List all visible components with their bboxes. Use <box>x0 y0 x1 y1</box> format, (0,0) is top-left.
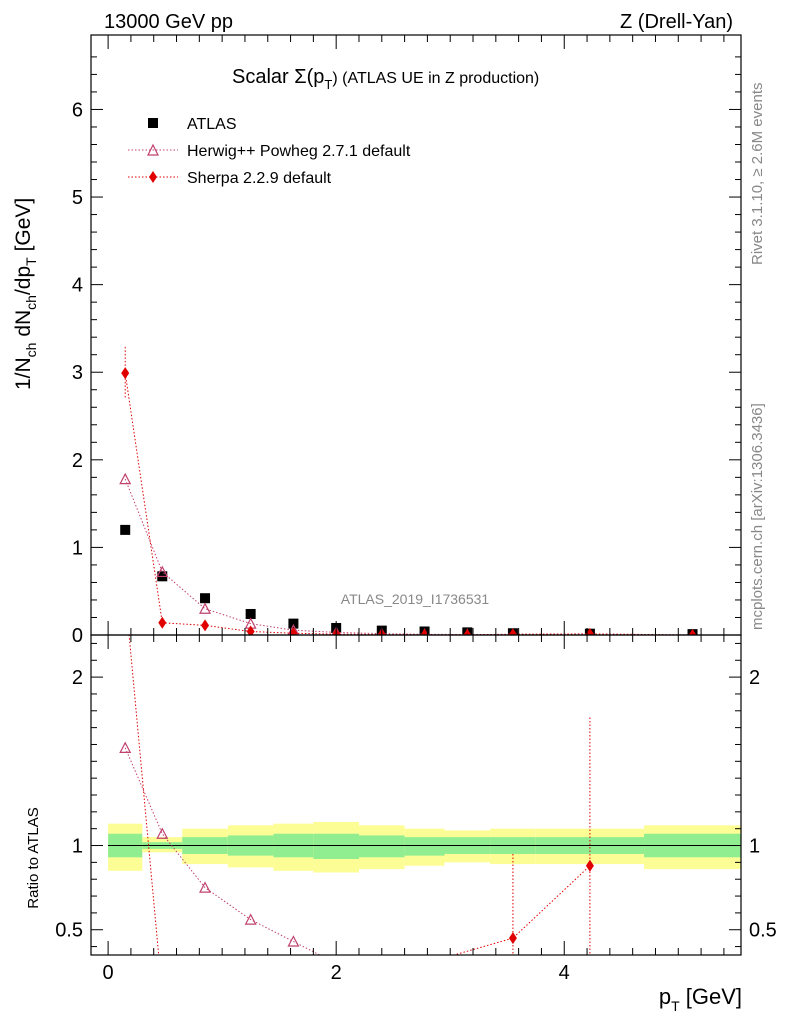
ratio-herwig-point <box>287 935 300 947</box>
x-tick-label: 4 <box>559 962 570 984</box>
rivet-label: Rivet 3.1.10, ≥ 2.6M events <box>749 83 766 266</box>
ratio-inner-band <box>313 833 359 859</box>
x-tick-label: 2 <box>331 962 342 984</box>
main-sherpa-line <box>124 373 693 635</box>
ratio-uncertainty-bands <box>108 821 741 873</box>
ratio-herwig-point <box>244 913 257 925</box>
main-title: Scalar Σ(pT) (ATLAS UE in Z production) <box>232 66 539 92</box>
legend-item-herwig: Herwig++ Powheg 2.7.1 default <box>128 143 411 160</box>
main-herwig-point <box>199 602 212 614</box>
main-atlas-point <box>200 593 211 604</box>
main-herwig-point <box>156 565 169 578</box>
main-sherpa-point <box>688 629 697 635</box>
ratio-sherpa-point <box>585 859 594 872</box>
ratio-y-axis-label: Ratio to ATLAS <box>25 807 42 908</box>
legend-herwig-label: Herwig++ Powheg 2.7.1 default <box>187 143 411 160</box>
ratio-panel-series <box>119 635 594 955</box>
main-sherpa-point <box>420 628 429 635</box>
main-y-axis-label: 1/Nch dNch/dpT [GeV] <box>12 198 39 390</box>
main-y-tick-label: 2 <box>72 450 83 472</box>
main-sherpa-point <box>585 627 594 635</box>
main-atlas-point <box>120 524 131 535</box>
legend-sherpa-marker <box>149 171 157 183</box>
ratio-inner-band <box>358 835 405 858</box>
mcplots-label: mcplots.cern.ch [arXiv:1306.3436] <box>749 403 766 630</box>
main-atlas-point <box>245 608 256 619</box>
main-sherpa-point <box>158 616 167 629</box>
legend-herwig-marker <box>147 143 159 156</box>
ratio-y-tick-label-right: 2 <box>749 667 760 689</box>
x-tick-label: 0 <box>103 962 114 984</box>
ratio-herwig-point <box>119 741 132 753</box>
ratio-clip-group <box>119 635 594 955</box>
legend-sherpa-label: Sherpa 2.2.9 default <box>187 170 332 187</box>
main-y-tick-label: 3 <box>72 362 83 384</box>
main-y-tick-label: 5 <box>72 187 83 209</box>
main-sherpa-point <box>121 367 130 380</box>
analysis-watermark: ATLAS_2019_I1736531 <box>341 591 490 607</box>
ratio-y-tick-label-right: 0.5 <box>749 920 777 942</box>
main-y-tick-label: 0 <box>72 625 83 647</box>
legend-item-sherpa: Sherpa 2.2.9 default <box>128 170 332 187</box>
ratio-inner-band <box>404 837 445 856</box>
header-left: 13000 GeV pp <box>104 11 233 33</box>
ratio-herwig-point <box>199 881 212 893</box>
header-right: Z (Drell-Yan) <box>620 11 733 33</box>
main-sherpa-point <box>289 627 298 635</box>
legend: ATLAS Herwig++ Powheg 2.7.1 default Sher… <box>128 116 411 187</box>
main-y-tick-label: 1 <box>72 537 83 559</box>
ratio-y-tick-label: 1 <box>72 836 83 858</box>
legend-atlas-marker <box>148 118 158 128</box>
main-sherpa-point <box>508 628 517 635</box>
main-sherpa-point <box>463 628 472 635</box>
ratio-sherpa-point <box>508 932 517 945</box>
legend-atlas-label: ATLAS <box>187 116 237 133</box>
main-sherpa-point <box>201 619 210 632</box>
ratio-herwig-line <box>124 747 321 955</box>
main-atlas-point <box>288 618 299 629</box>
x-axis-label: pT [GeV] <box>659 984 742 1014</box>
ratio-y-tick-label-right: 1 <box>749 836 760 858</box>
ratio-y-tick-label: 2 <box>72 667 83 689</box>
ratio-herwig-point <box>156 827 169 839</box>
main-herwig-point <box>119 472 132 485</box>
main-sherpa-point <box>246 625 255 635</box>
main-y-tick-label: 6 <box>72 99 83 121</box>
axes: 0 1 2 3 4 5 6 0 2 4 0.5 0.5 1 1 2 2 <box>55 34 777 984</box>
ratio-y-tick-label: 0.5 <box>55 920 83 942</box>
legend-item-atlas: ATLAS <box>148 116 237 133</box>
main-y-tick-label: 4 <box>72 275 83 297</box>
